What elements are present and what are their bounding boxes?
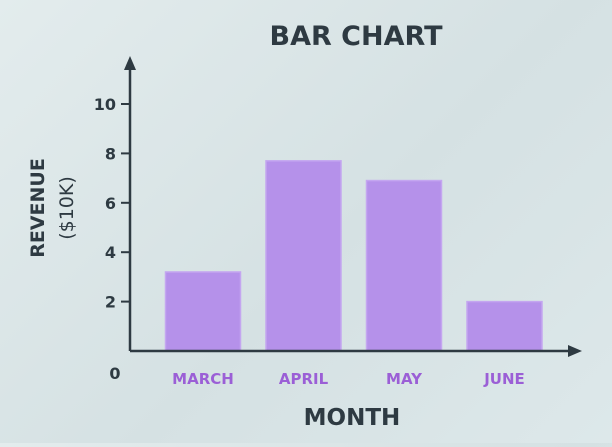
y-axis-unit: ($10K) (56, 176, 78, 240)
bar-group (164, 160, 543, 352)
origin-label: 0 (109, 364, 120, 383)
y-tick-label: 4 (105, 243, 116, 262)
y-tick-label: 10 (94, 95, 116, 114)
chart-title: BAR CHART (270, 21, 444, 52)
bar-may (365, 179, 443, 352)
x-tick-label-march: MARCH (172, 370, 234, 388)
x-tick-label-may: MAY (386, 370, 423, 388)
y-axis (124, 56, 136, 351)
bar-march (164, 271, 242, 352)
bar-june (466, 300, 543, 352)
y-tick-group: 2 4 6 8 10 (94, 95, 130, 312)
x-tick-label-april: APRIL (279, 370, 329, 388)
y-tick-label: 8 (105, 144, 116, 163)
x-tick-label-group: MARCH APRIL MAY JUNE (172, 370, 525, 388)
y-tick-label: 6 (105, 194, 116, 213)
y-tick-label: 2 (105, 293, 116, 312)
y-axis-label: REVENUE (27, 158, 49, 258)
x-tick-label-june: JUNE (483, 370, 525, 388)
bar-april (265, 160, 342, 352)
x-axis-label: MONTH (304, 405, 401, 431)
x-axis (130, 345, 582, 357)
